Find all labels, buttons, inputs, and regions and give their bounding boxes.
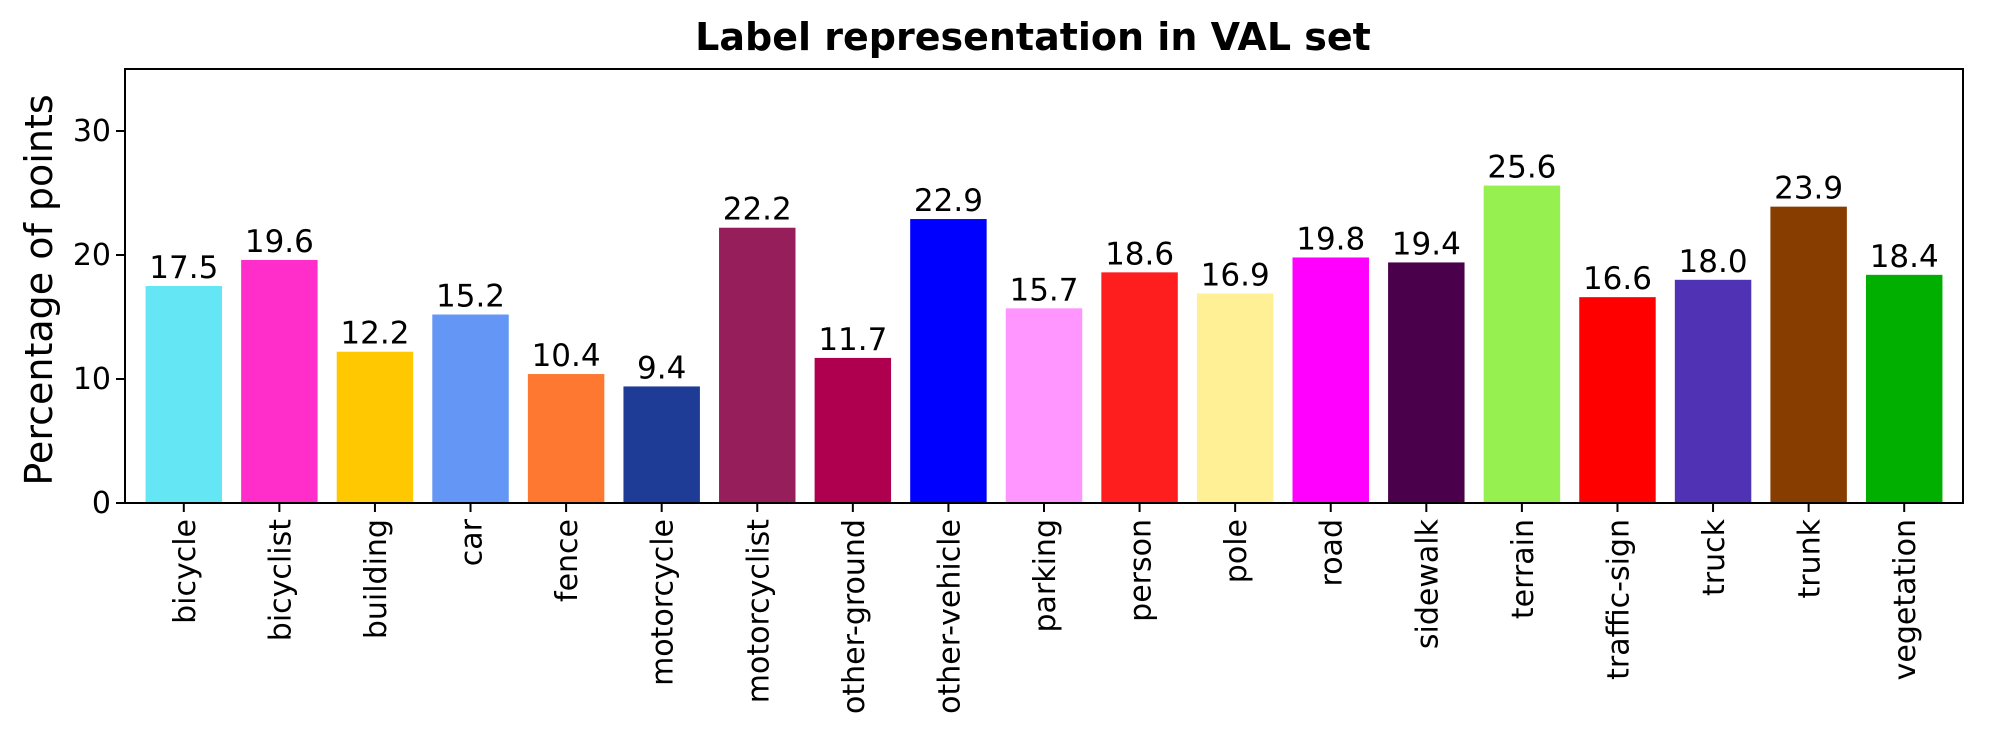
bar-pole [1196,293,1274,503]
x-tick-label: traffic-sign [1601,519,1636,680]
bar-value-label: 12.2 [340,316,409,352]
chart-title: Label representation in VAL set [695,15,1371,59]
x-tick-label: vegetation [1888,519,1923,680]
x-tick-label: parking [1028,519,1063,633]
x-tick-label: pole [1219,519,1254,583]
y-tick-label: 30 [73,114,111,149]
bar-traffic-sign [1579,297,1656,503]
bar-car [432,314,509,503]
bar-value-label: 10.4 [532,338,601,374]
bar-fence [527,374,605,503]
bar-other-ground [814,357,892,503]
x-tick-label: motorcycle [646,519,681,686]
bar-value-label: 9.4 [637,350,686,386]
y-tick-label: 0 [92,486,111,521]
bar-terrain [1483,185,1561,503]
bar-value-label: 18.6 [1105,236,1174,272]
y-axis-title: Percentage of points [17,94,61,485]
bar-value-label: 18.4 [1870,239,1939,275]
bar-person [1101,272,1178,503]
bar-value-label: 17.5 [149,250,218,286]
bar-value-label: 22.9 [914,183,983,219]
bar-value-label: 15.2 [436,279,505,315]
bar-bicycle [145,286,223,503]
bar-value-label: 18.0 [1679,244,1748,280]
x-tick-label: fence [550,519,585,602]
bar-other-vehicle [910,219,987,504]
x-tick-label: other-ground [837,519,872,714]
bar-road [1292,257,1369,503]
bar-value-label: 23.9 [1774,171,1843,207]
x-tick-label: sidewalk [1410,518,1445,649]
x-tick-label: building [359,519,394,639]
bar-value-label: 19.8 [1296,221,1365,257]
bar-value-label: 25.6 [1487,150,1556,186]
x-tick-label: other-vehicle [932,519,967,714]
x-tick-label: bicycle [168,519,203,624]
x-tick-label: car [455,518,490,566]
bar-value-label: 11.7 [818,322,887,358]
bar-motorcycle [623,386,700,503]
x-tick-label: road [1315,519,1350,586]
bar-truck [1674,279,1752,503]
x-tick-label: bicyclist [263,519,298,641]
x-tick-label: trunk [1793,518,1828,598]
bar-sidewalk [1388,262,1465,503]
x-tick-label: terrain [1506,519,1541,619]
x-tick-label: person [1124,519,1159,622]
bar-parking [1005,308,1083,503]
y-tick-label: 10 [73,362,111,397]
bar-value-label: 22.2 [723,192,792,228]
bar-vegetation [1865,274,1943,503]
bar-building [336,351,414,503]
bar-value-label: 16.9 [1201,257,1270,293]
bar-value-label: 19.4 [1392,226,1461,262]
y-tick-label: 20 [73,238,111,273]
bar-bicyclist [241,259,318,503]
bar-trunk [1770,206,1847,503]
bar-value-label: 15.7 [1009,272,1078,308]
x-tick-label: motorcyclist [741,519,776,703]
plot-frame [124,68,1964,504]
bar-motorcyclist [719,227,796,503]
bar-value-label: 19.6 [245,224,314,260]
plot-area: 0 10 20 30 17.5 bicycle 19.6 bicyclist 12.2 build… [73,114,1943,714]
x-tick-label: truck [1697,518,1732,596]
bar-value-label: 16.6 [1583,261,1652,297]
